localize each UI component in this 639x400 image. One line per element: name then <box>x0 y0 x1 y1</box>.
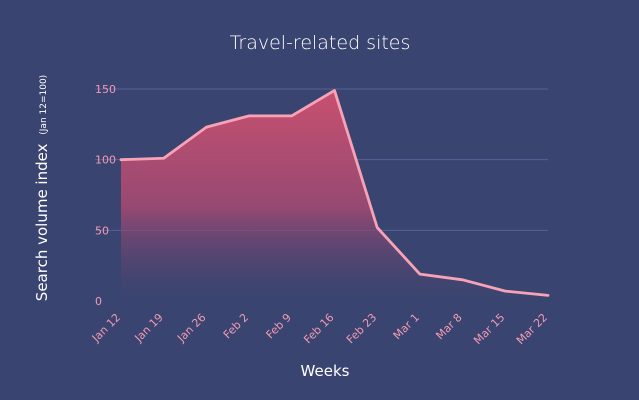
chart-title: Travel-related sites <box>230 32 411 54</box>
x-axis-ticks: Jan 12 Jan 19 Jan 26 Feb 2 Feb 9 Feb 16 Feb 23… <box>89 311 550 347</box>
x-tick-label: Feb 16 <box>301 311 336 346</box>
area-fill <box>121 90 548 301</box>
x-tick-label: Jan 12 <box>89 311 123 345</box>
y-axis-label: Search volume index <box>33 143 51 301</box>
series-line <box>119 89 550 297</box>
x-tick-label: Mar 15 <box>471 311 507 347</box>
x-tick-label: Mar 1 <box>391 311 422 342</box>
x-tick-label: Jan 26 <box>174 311 208 345</box>
y-tick-label: 100 <box>95 154 116 167</box>
x-tick-label: Feb 2 <box>221 311 251 341</box>
x-axis-title: Weeks <box>301 362 350 380</box>
y-tick-label: 150 <box>95 83 116 96</box>
svg-text:Search volume index (Jan: Search volume index (Jan 12=100) <box>33 75 51 301</box>
x-tick-label: Mar 8 <box>433 311 464 342</box>
x-tick-label: Feb 23 <box>344 311 379 346</box>
y-axis-label-note: (Jan 12=100) <box>39 75 49 135</box>
x-tick-label: Jan 19 <box>132 311 166 345</box>
x-tick-label: Feb 9 <box>264 311 294 341</box>
y-tick-label: 0 <box>95 295 102 308</box>
x-tick-label: Mar 22 <box>514 311 550 347</box>
y-axis-ticks: 0 50 100 150 <box>95 83 116 308</box>
y-tick-label: 50 <box>95 224 109 237</box>
y-axis-title: Search volume index (Jan 12=100) <box>33 75 51 301</box>
area-series <box>119 89 550 301</box>
